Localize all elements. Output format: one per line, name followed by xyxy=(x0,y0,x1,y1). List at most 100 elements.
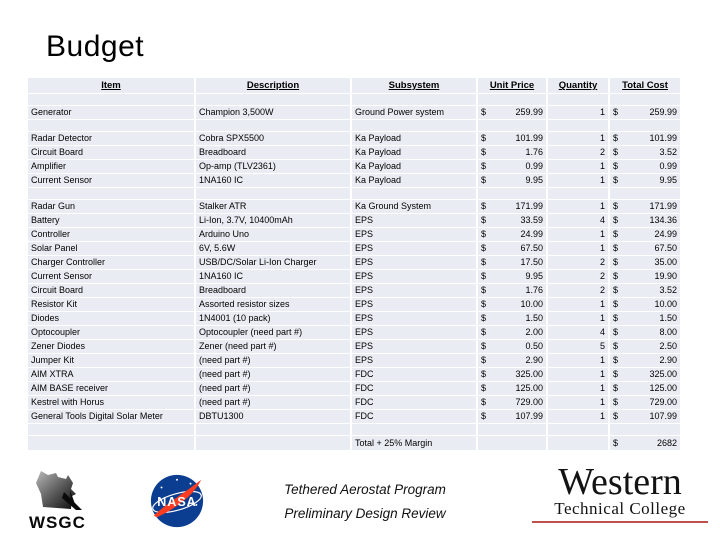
cell-total-cost: $9.95 xyxy=(610,174,680,187)
amount: 35.00 xyxy=(654,257,677,267)
currency-symbol: $ xyxy=(613,133,619,143)
cell-unit-price: $259.99 xyxy=(478,106,546,119)
amount: 0.99 xyxy=(659,161,677,171)
cell-subsystem: Ka Payload xyxy=(352,160,476,173)
svg-text:NASA: NASA xyxy=(157,495,196,509)
western-logo-underline xyxy=(532,521,708,523)
cell-total-cost: $0.99 xyxy=(610,160,680,173)
cell-quantity: 4 xyxy=(548,326,608,339)
spacer-cell xyxy=(352,94,476,105)
cell-item: Battery xyxy=(28,214,194,227)
cell-description: (need part #) xyxy=(196,368,350,381)
currency-symbol: $ xyxy=(613,229,619,239)
currency-symbol: $ xyxy=(613,438,619,448)
cell-item: Solar Panel xyxy=(28,242,194,255)
cell-subsystem: EPS xyxy=(352,228,476,241)
budget-table: Item Description Subsystem Unit Price Quanti… xyxy=(28,78,680,450)
cell-quantity: 1 xyxy=(548,174,608,187)
amount: 325.00 xyxy=(649,369,677,379)
currency-symbol: $ xyxy=(481,243,487,253)
column-header-label: Total Cost xyxy=(622,80,668,91)
cell-subsystem: Ka Payload xyxy=(352,174,476,187)
cell-total-cost: $729.00 xyxy=(610,396,680,409)
amount: 2682 xyxy=(656,438,677,448)
currency-symbol: $ xyxy=(481,107,487,117)
cell-item: Current Sensor xyxy=(28,174,194,187)
currency-symbol: $ xyxy=(481,411,487,421)
cell-item: AIM BASE receiver xyxy=(28,382,194,395)
cell-unit-price: $1.50 xyxy=(478,312,546,325)
amount: 2.90 xyxy=(659,355,677,365)
svg-text:WSGC: WSGC xyxy=(29,513,86,532)
cell-description: 6V, 5.6W xyxy=(196,242,350,255)
amount: 24.99 xyxy=(654,229,677,239)
currency-symbol: $ xyxy=(481,271,487,281)
cell-quantity: 1 xyxy=(548,228,608,241)
cell-subsystem: EPS xyxy=(352,340,476,353)
cell-total-cost: $2.50 xyxy=(610,340,680,353)
spacer-cell xyxy=(196,120,350,131)
cell-item: Controller xyxy=(28,228,194,241)
spacer-cell xyxy=(28,120,194,131)
spacer-cell xyxy=(548,188,608,199)
currency-symbol: $ xyxy=(481,215,487,225)
spacer-cell xyxy=(28,424,194,435)
column-header-0: Item xyxy=(28,78,194,93)
western-college-logo: Western Technical College xyxy=(532,463,708,523)
column-header-label: Subsystem xyxy=(388,80,440,91)
cell-total-cost: $125.00 xyxy=(610,382,680,395)
currency-symbol: $ xyxy=(613,201,619,211)
cell-description: USB/DC/Solar Li-Ion Charger xyxy=(196,256,350,269)
spacer-cell xyxy=(610,120,680,131)
cell-total-cost: $325.00 xyxy=(610,368,680,381)
cell-item: Circuit Board xyxy=(28,146,194,159)
amount: 101.99 xyxy=(515,133,543,143)
cell-subsystem: Ka Payload xyxy=(352,132,476,145)
page-title: Budget xyxy=(46,30,145,63)
currency-symbol: $ xyxy=(613,271,619,281)
amount: 0.99 xyxy=(525,161,543,171)
cell-subsystem: EPS xyxy=(352,284,476,297)
cell-unit-price: $67.50 xyxy=(478,242,546,255)
amount: 325.00 xyxy=(515,369,543,379)
cell-description: Stalker ATR xyxy=(196,200,350,213)
amount: 729.00 xyxy=(515,397,543,407)
cell-item: Circuit Board xyxy=(28,284,194,297)
currency-symbol: $ xyxy=(613,175,619,185)
spacer-cell xyxy=(478,94,546,105)
currency-symbol: $ xyxy=(613,107,619,117)
cell-quantity: 1 xyxy=(548,242,608,255)
cell-description: 1N4001 (10 pack) xyxy=(196,312,350,325)
cell-subsystem: Ground Power system xyxy=(352,106,476,119)
cell-item: Diodes xyxy=(28,312,194,325)
amount: 0.50 xyxy=(525,341,543,351)
amount: 8.00 xyxy=(659,327,677,337)
cell-item: AIM XTRA xyxy=(28,368,194,381)
program-title: Tethered Aerostat Program Preliminary De… xyxy=(240,478,490,526)
cell-quantity: 1 xyxy=(548,160,608,173)
currency-symbol: $ xyxy=(613,397,619,407)
cell-unit-price: $17.50 xyxy=(478,256,546,269)
cell-unit-price: $0.50 xyxy=(478,340,546,353)
currency-symbol: $ xyxy=(613,341,619,351)
amount: 10.00 xyxy=(654,299,677,309)
cell-description: 1NA160 IC xyxy=(196,174,350,187)
total-row-empty xyxy=(478,436,546,450)
column-header-3: Unit Price xyxy=(478,78,546,93)
cell-unit-price: $33.59 xyxy=(478,214,546,227)
amount: 259.99 xyxy=(515,107,543,117)
cell-quantity: 2 xyxy=(548,284,608,297)
program-title-line1: Tethered Aerostat Program xyxy=(284,482,446,497)
cell-description: Li-Ion, 3.7V, 10400mAh xyxy=(196,214,350,227)
cell-item: Radar Gun xyxy=(28,200,194,213)
cell-description: Assorted resistor sizes xyxy=(196,298,350,311)
cell-quantity: 5 xyxy=(548,340,608,353)
cell-subsystem: FDC xyxy=(352,368,476,381)
spacer-cell xyxy=(478,120,546,131)
amount: 3.52 xyxy=(659,147,677,157)
total-row-empty xyxy=(196,436,350,450)
cell-description: Op-amp (TLV2361) xyxy=(196,160,350,173)
amount: 19.90 xyxy=(654,271,677,281)
currency-symbol: $ xyxy=(613,411,619,421)
